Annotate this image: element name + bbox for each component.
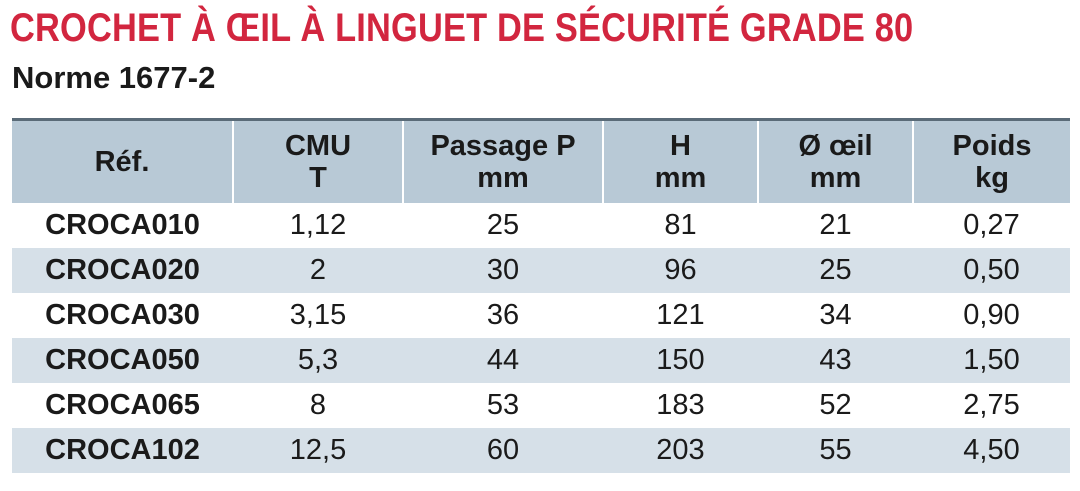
cell-poids: 0,50 (913, 248, 1070, 293)
cell-passage: 30 (403, 248, 603, 293)
column-header-unit: kg (975, 162, 1009, 194)
cell-cmu: 8 (233, 383, 403, 428)
cell-ref: CROCA050 (12, 338, 233, 383)
column-header-unit: mm (654, 162, 707, 194)
cell-poids: 4,50 (913, 428, 1070, 473)
column-header-line: Ø œil (798, 130, 873, 162)
column-header-oeil: Ø œil mm (757, 119, 913, 203)
column-header-unit: mm (477, 162, 529, 194)
column-header-line: Passage P (430, 130, 576, 162)
spec-table-header: Réf. CMU T Passage P mm H mm Ø œil mm Po… (12, 119, 1070, 203)
table-row: CROCA030 3,15 36 121 34 0,90 (12, 293, 1070, 338)
cell-ref: CROCA020 (12, 248, 233, 293)
column-header-h: H mm (602, 119, 758, 203)
cell-h: 183 (603, 383, 758, 428)
cell-passage: 53 (403, 383, 603, 428)
table-row: CROCA065 8 53 183 52 2,75 (12, 383, 1070, 428)
table-row: CROCA050 5,3 44 150 43 1,50 (12, 338, 1070, 383)
header-row: Réf. CMU T Passage P mm H mm Ø œil mm Po… (12, 119, 1070, 203)
column-header-cmu: CMU T (232, 119, 403, 203)
cell-h: 96 (603, 248, 758, 293)
column-header-line: H (670, 130, 691, 162)
cell-cmu: 3,15 (233, 293, 403, 338)
cell-h: 150 (603, 338, 758, 383)
cell-cmu: 2 (233, 248, 403, 293)
column-header-unit: T (309, 162, 327, 194)
cell-ref: CROCA102 (12, 428, 233, 473)
cell-ref: CROCA010 (12, 203, 233, 248)
cell-passage: 44 (403, 338, 603, 383)
spec-table-body: CROCA010 1,12 25 81 21 0,27 CROCA020 2 3… (12, 203, 1070, 473)
column-header-unit: mm (809, 162, 862, 194)
cell-oeil: 52 (758, 383, 913, 428)
table-row: CROCA010 1,12 25 81 21 0,27 (12, 203, 1070, 248)
cell-passage: 25 (403, 203, 603, 248)
page-title: CROCHET À ŒIL À LINGUET DE SÉCURITÉ GRAD… (10, 6, 914, 50)
cell-oeil: 43 (758, 338, 913, 383)
column-header-poids: Poids kg (912, 119, 1070, 203)
column-header-ref: Réf. (12, 119, 233, 203)
cell-cmu: 12,5 (233, 428, 403, 473)
cell-poids: 0,90 (913, 293, 1070, 338)
column-header-line: Réf. (94, 146, 150, 178)
cell-poids: 1,50 (913, 338, 1070, 383)
cell-h: 203 (603, 428, 758, 473)
cell-oeil: 34 (758, 293, 913, 338)
cell-poids: 0,27 (913, 203, 1070, 248)
cell-passage: 60 (403, 428, 603, 473)
cell-poids: 2,75 (913, 383, 1070, 428)
cell-ref: CROCA065 (12, 383, 233, 428)
page-subtitle: Norme 1677-2 (12, 60, 216, 95)
cell-oeil: 25 (758, 248, 913, 293)
column-header-passage: Passage P mm (402, 119, 603, 203)
table-row: CROCA020 2 30 96 25 0,50 (12, 248, 1070, 293)
cell-cmu: 1,12 (233, 203, 403, 248)
column-header-line: CMU (284, 130, 352, 162)
column-header-line: Poids (952, 130, 1032, 162)
cell-oeil: 21 (758, 203, 913, 248)
table-row: CROCA102 12,5 60 203 55 4,50 (12, 428, 1070, 473)
spec-table: Réf. CMU T Passage P mm H mm Ø œil mm Po… (12, 118, 1070, 473)
cell-h: 81 (603, 203, 758, 248)
cell-cmu: 5,3 (233, 338, 403, 383)
cell-h: 121 (603, 293, 758, 338)
cell-ref: CROCA030 (12, 293, 233, 338)
cell-passage: 36 (403, 293, 603, 338)
cell-oeil: 55 (758, 428, 913, 473)
